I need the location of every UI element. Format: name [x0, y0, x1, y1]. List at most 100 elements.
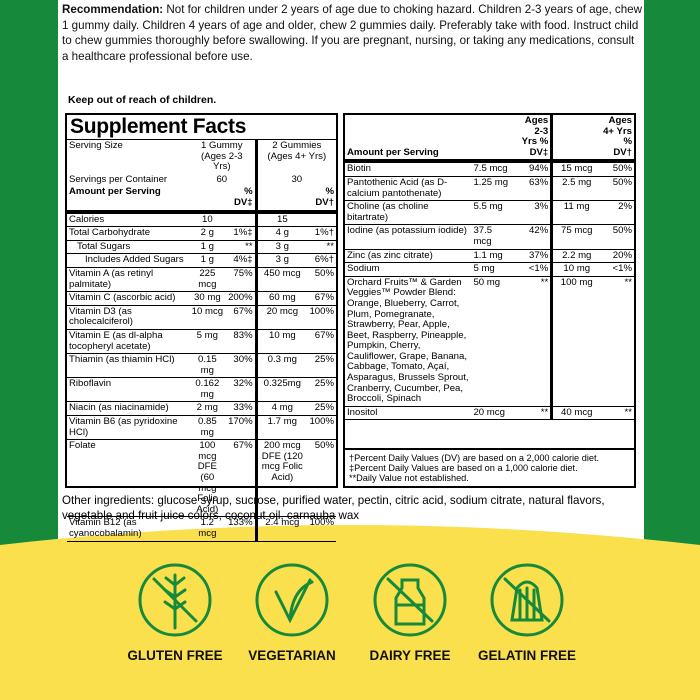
row: Vitamin D3 (as cholecalciferol) 10 mcg 67%…: [67, 305, 336, 330]
row: Pantothenic Acid (as D-calcium pantothen…: [345, 176, 634, 202]
cell: Vitamin B12 (as cyanocobalamin): [67, 516, 189, 542]
cell: 2.5 mg: [550, 176, 601, 202]
rec-label: Recommendation:: [62, 3, 164, 16]
cell: 94%: [514, 161, 552, 177]
cell: 0.325mg: [254, 377, 308, 403]
row: Vitamin A (as retinyl palmitate) 225 mcg 7…: [67, 267, 336, 293]
cell: 50%: [600, 224, 634, 250]
badge-label: GELATIN FREE: [477, 648, 576, 663]
row: Amount per Serving Ages 2-3 Yrs % DV‡ Ages…: [345, 115, 634, 164]
row: Serving Size 1 Gummy (Ages 2-3 Yrs) 2 Gumm…: [67, 140, 336, 174]
row: Choline (as choline bitartrate) 5.5 mg 3% 1…: [345, 200, 634, 226]
cell: 10: [189, 211, 226, 228]
cell: Thiamin (as thiamin HCl): [67, 353, 189, 379]
cell: 3 g: [254, 253, 308, 268]
cell: 3 g: [254, 240, 308, 255]
cell: 200 mcg DFE (120 mcg Folic Acid): [254, 439, 308, 518]
cell: 30%: [225, 353, 257, 379]
cell: Servings per Container: [69, 173, 168, 185]
cell: Ages 2-3 Yrs % DV‡: [514, 115, 552, 164]
cell: **: [225, 240, 257, 255]
row: Riboflavin 0.162 mg 32% 0.325mg 25%: [67, 377, 336, 403]
facts-right: Amount per Serving Ages 2-3 Yrs % DV‡ Ages…: [343, 113, 636, 488]
row: Thiamin (as thiamin HCl) 0.15 mg 30% 0.3 mg…: [67, 353, 336, 379]
cell: 25%: [307, 401, 336, 417]
cell: Calories: [67, 211, 189, 228]
footnote: ‡Percent Daily Values are based on a 1,0…: [349, 463, 578, 473]
cell: 100 mcg DFE (60 mcg Folic Acid): [189, 439, 226, 518]
rec-text: Not for children under 2 years of age du…: [62, 3, 642, 63]
row: Sodium 5 mg <1% 10 mg <1%: [345, 262, 634, 277]
cell: 2 Gummies (Ages 4+ Yrs): [254, 140, 336, 174]
cell: 83%: [225, 329, 257, 355]
cell: Niacin (as niacinamide): [67, 401, 189, 417]
cell: 15 mcg: [550, 161, 601, 177]
cell: **: [600, 406, 634, 421]
cell: [254, 186, 308, 214]
cell: 50%: [600, 161, 634, 177]
row: Vitamin E (as dl-alpha tocopheryl acetat…: [67, 329, 336, 355]
cell: 1 Gummy (Ages 2-3 Yrs): [201, 140, 243, 173]
cell: Pantothenic Acid (as D-calcium pantothen…: [345, 176, 472, 202]
cell: 30: [254, 173, 336, 187]
cell: Zinc (as zinc citrate): [345, 249, 472, 264]
cell: [550, 115, 601, 164]
cell: 50%: [307, 267, 336, 293]
cell: 3%: [514, 200, 552, 226]
cell: 225 mcg: [189, 267, 226, 293]
cell: **: [600, 276, 634, 407]
cell: <1%: [600, 262, 634, 277]
footnotes: †Percent Daily Values (DV) are based on …: [345, 448, 634, 486]
row: Vitamin C (ascorbic acid) 30 mg 200% 60 mg 6…: [67, 291, 336, 306]
cell: 1 g: [189, 253, 226, 268]
cell: [189, 186, 226, 214]
cell: Total Carbohydrate: [67, 226, 189, 241]
cell: 170%: [225, 415, 257, 441]
row: Folate 100 mcg DFE (60 mcg Folic Acid) 67%…: [67, 439, 336, 518]
cell: 10 mcg: [189, 305, 226, 330]
cell: Vitamin D3 (as cholecalciferol): [67, 305, 189, 330]
cell: 2 mg: [189, 401, 226, 417]
cell: 1.7 mg: [254, 415, 308, 441]
cell: 67%: [307, 291, 336, 306]
cell: 50 mg: [471, 276, 515, 407]
cell: Riboflavin: [67, 377, 189, 403]
cell: Iodine (as potassium iodide): [345, 224, 472, 250]
cell: 4 g: [254, 226, 308, 241]
cell: Vitamin B6 (as pyridoxine HCl): [67, 415, 189, 441]
cell: Vitamin E (as dl-alpha tocopheryl acetat…: [67, 329, 189, 355]
row: Zinc (as zinc citrate) 1.1 mg 37% 2.2 mg 20%: [345, 249, 634, 264]
cell: 67%: [225, 439, 257, 518]
cell: 1.2 mcg: [189, 516, 226, 542]
cell: 100%: [307, 415, 336, 441]
cell: Amount per Serving: [67, 186, 189, 214]
cell: Vitamin A (as retinyl palmitate): [67, 267, 189, 293]
row: Calories 10 15: [67, 211, 336, 228]
cell: Choline (as choline bitartrate): [345, 200, 472, 226]
cell: 50%: [600, 176, 634, 202]
cell: 20 mcg: [254, 305, 308, 330]
cell: 15: [254, 211, 308, 228]
right-table: Amount per Serving Ages 2-3 Yrs % DV‡ Ages…: [345, 115, 634, 421]
row: Iodine (as potassium iodide) 37.5 mcg 42% 7…: [345, 224, 634, 250]
cell: 25%: [307, 377, 336, 403]
badge-label: VEGETARIAN: [248, 648, 336, 663]
cell: 1.25 mg: [471, 176, 515, 202]
row: Vitamin B6 (as pyridoxine HCl) 0.85 mg 170…: [67, 415, 336, 441]
facts-left: Supplement Facts Serving Size 1 Gummy (Ag…: [65, 113, 338, 542]
cell: 100%: [307, 305, 336, 330]
cell: % DV†: [307, 186, 336, 214]
cell: 37.5 mcg: [471, 224, 515, 250]
badge-label: GLUTEN FREE: [127, 648, 223, 663]
cell: **: [307, 240, 336, 255]
row: Vitamin B12 (as cyanocobalamin) 1.2 mcg 13…: [67, 516, 336, 542]
cell: 10 mg: [550, 262, 601, 277]
cell: 1%†: [307, 226, 336, 241]
cell: [225, 211, 257, 228]
cell: 2.4 mcg: [254, 516, 308, 542]
cell: Inositol: [345, 406, 472, 421]
cell: 60: [216, 173, 228, 185]
row: Total Carbohydrate 2 g 1%‡ 4 g 1%†: [67, 226, 336, 241]
badge-label: DAIRY FREE: [369, 648, 451, 663]
cell: 200%: [225, 291, 257, 306]
